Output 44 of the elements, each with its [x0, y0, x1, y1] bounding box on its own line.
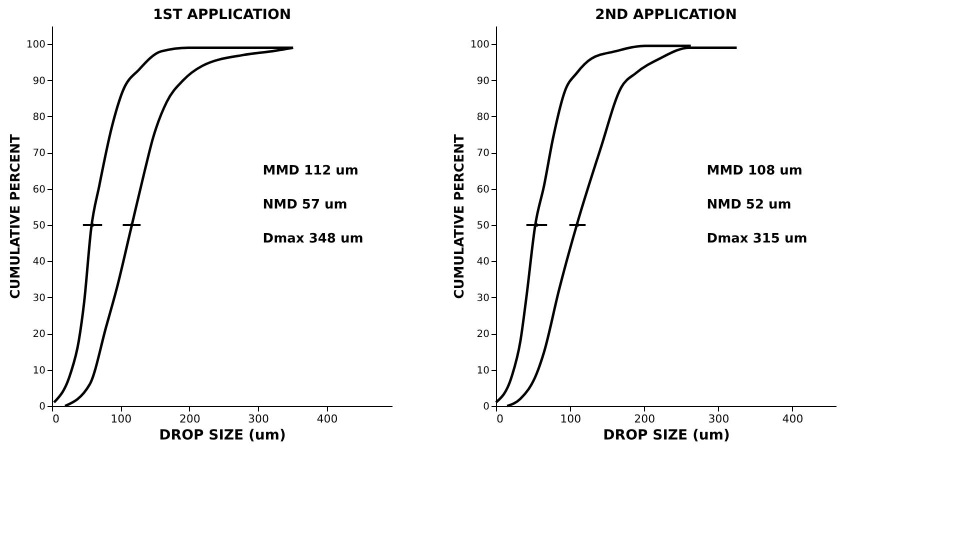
annotation: Dmax 348 um [262, 231, 364, 246]
x-tick-label: 0 [496, 412, 504, 426]
y-tick-label: 40 [32, 256, 46, 268]
annotation: NMD 52 um [706, 197, 792, 212]
x-tick-label: 300 [248, 412, 270, 426]
x-tick-label: 100 [110, 412, 132, 426]
y-tick-label: 20 [32, 329, 46, 340]
y-tick-label: 80 [32, 112, 46, 123]
y-tick-label: 60 [32, 184, 46, 196]
y-tick-label: 70 [476, 148, 490, 160]
x-tick-label: 0 [52, 412, 60, 426]
y-tick-label: 20 [476, 329, 490, 340]
y-tick-label: 60 [476, 184, 490, 196]
annotation: MMD 108 um [706, 163, 802, 178]
chart-title: 1ST APPLICATION [152, 7, 292, 23]
y-tick-label: 90 [32, 76, 46, 87]
chart-title: 2ND APPLICATION [595, 7, 737, 23]
y-tick-label: 50 [476, 220, 490, 232]
y-axis-title: CUMULATIVE PERCENT [8, 134, 24, 299]
y-tick-label: 100 [470, 40, 490, 51]
y-tick-label: 10 [476, 365, 490, 376]
y-tick-label: 0 [483, 402, 490, 412]
x-tick-label: 200 [634, 412, 656, 426]
x-axis-title: DROP SIZE (um) [603, 428, 730, 444]
x-tick-label: 300 [708, 412, 730, 426]
x-tick-label: 200 [179, 412, 200, 426]
annotation: Dmax 315 um [706, 231, 808, 246]
y-tick-label: 0 [39, 402, 46, 412]
x-axis-title: DROP SIZE (um) [159, 428, 286, 444]
y-tick-label: 70 [32, 148, 46, 160]
y-tick-label: 100 [26, 40, 46, 51]
y-tick-label: 50 [32, 220, 46, 232]
y-tick-label: 80 [476, 112, 490, 123]
x-tick-label: 400 [782, 412, 804, 426]
x-tick-label: 100 [560, 412, 582, 426]
y-tick-label: 40 [476, 256, 490, 268]
y-tick-label: 10 [32, 365, 46, 376]
y-tick-label: 30 [32, 292, 46, 304]
y-tick-label: 30 [476, 292, 490, 304]
x-tick-label: 400 [316, 412, 338, 426]
y-tick-label: 90 [476, 76, 490, 87]
annotation: MMD 112 um [262, 163, 358, 178]
annotation: NMD 57 um [262, 197, 348, 212]
y-axis-title: CUMULATIVE PERCENT [452, 134, 468, 299]
